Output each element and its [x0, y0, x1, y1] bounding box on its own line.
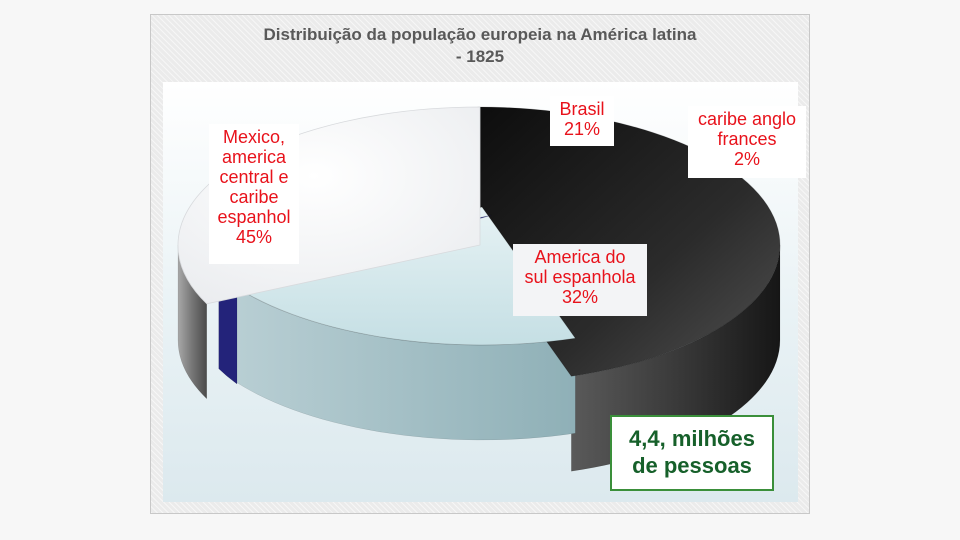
- data-label-mexico: Mexico, america central e caribe espanho…: [209, 124, 299, 264]
- data-label-mexico-line: caribe: [229, 187, 279, 207]
- data-label-america-sul: America do sul espanhola 32%: [513, 244, 647, 316]
- data-label-america-line: America do: [534, 247, 626, 267]
- data-label-mexico-line: Mexico,: [222, 127, 285, 147]
- data-label-brasil-line: Brasil: [559, 99, 605, 119]
- data-label-caribe-line: frances: [717, 129, 777, 149]
- pie-side-mexico: [571, 244, 781, 472]
- chart-title-line-2: - 1825: [455, 47, 505, 66]
- data-label-america-line: sul espanhola: [524, 267, 636, 287]
- chart-title: Distribuição da população europeia na Am…: [150, 24, 810, 68]
- data-label-caribe-line: caribe anglo: [697, 109, 797, 129]
- data-label-mexico-value: 45%: [235, 227, 273, 247]
- population-note-line: de pessoas: [632, 453, 752, 478]
- population-note-box: 4,4, milhões de pessoas: [610, 415, 774, 491]
- data-label-caribe: caribe anglo frances 2%: [688, 106, 806, 178]
- chart-title-line-1: Distribuição da população europeia na Am…: [263, 25, 697, 44]
- pie-slice-brasil: [226, 206, 577, 346]
- data-label-mexico-line: america: [221, 147, 287, 167]
- data-label-america-value: 32%: [561, 287, 599, 307]
- population-note-line: 4,4, milhões: [629, 426, 755, 451]
- data-label-brasil: Brasil 21%: [550, 96, 614, 146]
- data-label-mexico-line: central e: [219, 167, 289, 187]
- pie-sides: [177, 244, 781, 472]
- data-label-brasil-value: 21%: [563, 119, 601, 139]
- data-label-mexico-line: espanhol: [217, 207, 291, 227]
- data-label-caribe-value: 2%: [733, 149, 760, 169]
